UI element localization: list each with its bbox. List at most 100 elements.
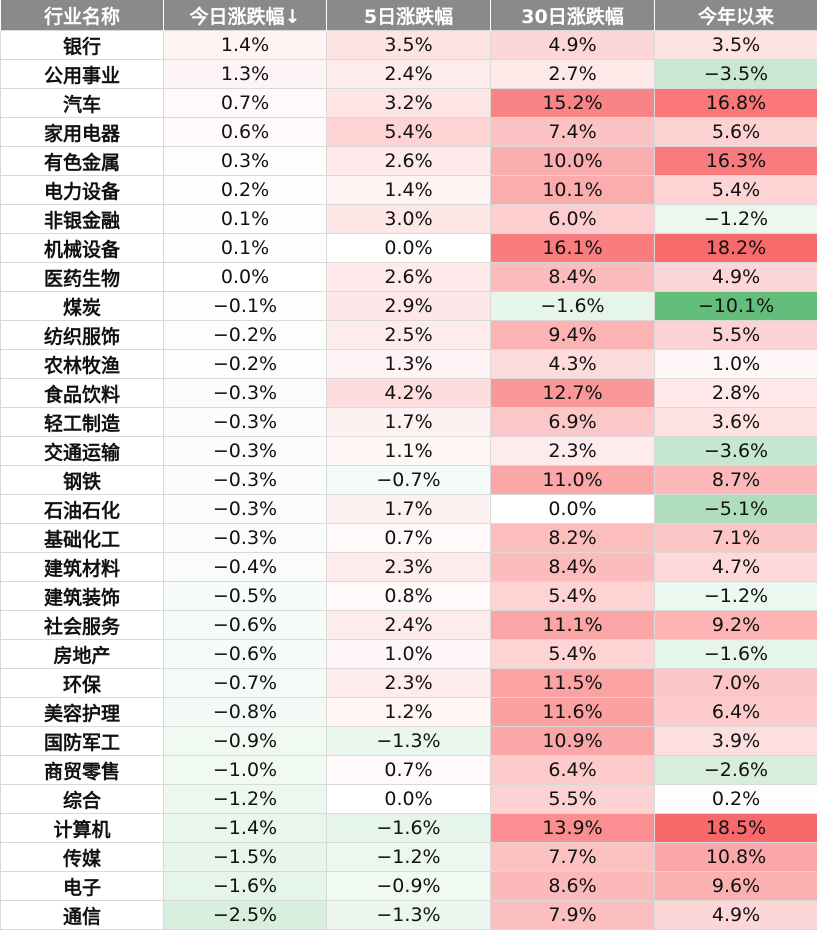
today-change-cell: −0.3% — [164, 466, 327, 495]
5day-change-cell: 2.4% — [327, 611, 491, 640]
table-row: 交通运输−0.3%1.1%2.3%−3.6% — [1, 437, 817, 466]
30day-change-cell: 8.4% — [491, 553, 655, 582]
today-change-cell: 0.1% — [164, 205, 327, 234]
ytd-change-cell: 9.6% — [655, 872, 817, 901]
5day-change-cell: 1.2% — [327, 698, 491, 727]
30day-change-cell: 6.0% — [491, 205, 655, 234]
5day-change-cell: 2.4% — [327, 60, 491, 89]
header-ytd-change[interactable]: 今年以来 — [655, 0, 817, 31]
table-row: 钢铁−0.3%−0.7%11.0%8.7% — [1, 466, 817, 495]
today-change-cell: −0.3% — [164, 495, 327, 524]
ytd-change-cell: 18.5% — [655, 814, 817, 843]
30day-change-cell: 7.9% — [491, 901, 655, 930]
today-change-cell: −0.7% — [164, 669, 327, 698]
industry-name-cell: 电力设备 — [1, 176, 164, 205]
industry-name-cell: 社会服务 — [1, 611, 164, 640]
industry-name-cell: 汽车 — [1, 89, 164, 118]
30day-change-cell: 9.4% — [491, 321, 655, 350]
5day-change-cell: 1.3% — [327, 350, 491, 379]
ytd-change-cell: 3.9% — [655, 727, 817, 756]
header-5day-change[interactable]: 5日涨跌幅 — [327, 0, 491, 31]
ytd-change-cell: −2.6% — [655, 756, 817, 785]
5day-change-cell: −1.6% — [327, 814, 491, 843]
ytd-change-cell: 8.7% — [655, 466, 817, 495]
5day-change-cell: 2.5% — [327, 321, 491, 350]
industry-name-cell: 钢铁 — [1, 466, 164, 495]
30day-change-cell: 4.9% — [491, 31, 655, 60]
30day-change-cell: 5.4% — [491, 582, 655, 611]
industry-name-cell: 环保 — [1, 669, 164, 698]
ytd-change-cell: 3.6% — [655, 408, 817, 437]
ytd-change-cell: 9.2% — [655, 611, 817, 640]
30day-change-cell: 8.6% — [491, 872, 655, 901]
industry-name-cell: 建筑材料 — [1, 553, 164, 582]
today-change-cell: −0.2% — [164, 321, 327, 350]
30day-change-cell: 0.0% — [491, 495, 655, 524]
today-change-cell: −0.3% — [164, 379, 327, 408]
today-change-cell: −0.9% — [164, 727, 327, 756]
5day-change-cell: −0.7% — [327, 466, 491, 495]
ytd-change-cell: 7.0% — [655, 669, 817, 698]
ytd-change-cell: 7.1% — [655, 524, 817, 553]
5day-change-cell: 5.4% — [327, 118, 491, 147]
30day-change-cell: 8.2% — [491, 524, 655, 553]
table-row: 纺织服饰−0.2%2.5%9.4%5.5% — [1, 321, 817, 350]
30day-change-cell: 11.0% — [491, 466, 655, 495]
ytd-change-cell: −10.1% — [655, 292, 817, 321]
header-today-change[interactable]: 今日涨跌幅↓ — [164, 0, 327, 31]
ytd-change-cell: −1.2% — [655, 205, 817, 234]
5day-change-cell: 2.9% — [327, 292, 491, 321]
table-row: 房地产−0.6%1.0%5.4%−1.6% — [1, 640, 817, 669]
table-row: 石油石化−0.3%1.7%0.0%−5.1% — [1, 495, 817, 524]
30day-change-cell: 11.1% — [491, 611, 655, 640]
5day-change-cell: 2.3% — [327, 669, 491, 698]
today-change-cell: 1.3% — [164, 60, 327, 89]
ytd-change-cell: 10.8% — [655, 843, 817, 872]
ytd-change-cell: 18.2% — [655, 234, 817, 263]
30day-change-cell: 2.3% — [491, 437, 655, 466]
header-row: 行业名称 今日涨跌幅↓ 5日涨跌幅 30日涨跌幅 今年以来 — [1, 0, 817, 31]
ytd-change-cell: 5.6% — [655, 118, 817, 147]
5day-change-cell: 3.5% — [327, 31, 491, 60]
ytd-change-cell: 6.4% — [655, 698, 817, 727]
table-row: 建筑材料−0.4%2.3%8.4%4.7% — [1, 553, 817, 582]
5day-change-cell: 0.7% — [327, 756, 491, 785]
industry-name-cell: 商贸零售 — [1, 756, 164, 785]
header-30day-change[interactable]: 30日涨跌幅 — [491, 0, 655, 31]
table-row: 国防军工−0.9%−1.3%10.9%3.9% — [1, 727, 817, 756]
30day-change-cell: 2.7% — [491, 60, 655, 89]
table-row: 食品饮料−0.3%4.2%12.7%2.8% — [1, 379, 817, 408]
table-row: 综合−1.2%0.0%5.5%0.2% — [1, 785, 817, 814]
table-row: 计算机−1.4%−1.6%13.9%18.5% — [1, 814, 817, 843]
5day-change-cell: 3.0% — [327, 205, 491, 234]
5day-change-cell: 1.1% — [327, 437, 491, 466]
table-row: 轻工制造−0.3%1.7%6.9%3.6% — [1, 408, 817, 437]
5day-change-cell: 0.0% — [327, 234, 491, 263]
today-change-cell: 0.6% — [164, 118, 327, 147]
30day-change-cell: 7.7% — [491, 843, 655, 872]
30day-change-cell: 8.4% — [491, 263, 655, 292]
5day-change-cell: 1.4% — [327, 176, 491, 205]
ytd-change-cell: 16.8% — [655, 89, 817, 118]
industry-name-cell: 家用电器 — [1, 118, 164, 147]
industry-name-cell: 传媒 — [1, 843, 164, 872]
30day-change-cell: 6.9% — [491, 408, 655, 437]
30day-change-cell: 7.4% — [491, 118, 655, 147]
today-change-cell: 0.0% — [164, 263, 327, 292]
table-row: 社会服务−0.6%2.4%11.1%9.2% — [1, 611, 817, 640]
table-row: 商贸零售−1.0%0.7%6.4%−2.6% — [1, 756, 817, 785]
today-change-cell: 0.3% — [164, 147, 327, 176]
30day-change-cell: 5.4% — [491, 640, 655, 669]
today-change-cell: −0.3% — [164, 524, 327, 553]
today-change-cell: −0.3% — [164, 408, 327, 437]
ytd-change-cell: 5.5% — [655, 321, 817, 350]
today-change-cell: −1.5% — [164, 843, 327, 872]
table-row: 传媒−1.5%−1.2%7.7%10.8% — [1, 843, 817, 872]
today-change-cell: −0.1% — [164, 292, 327, 321]
industry-name-cell: 有色金属 — [1, 147, 164, 176]
